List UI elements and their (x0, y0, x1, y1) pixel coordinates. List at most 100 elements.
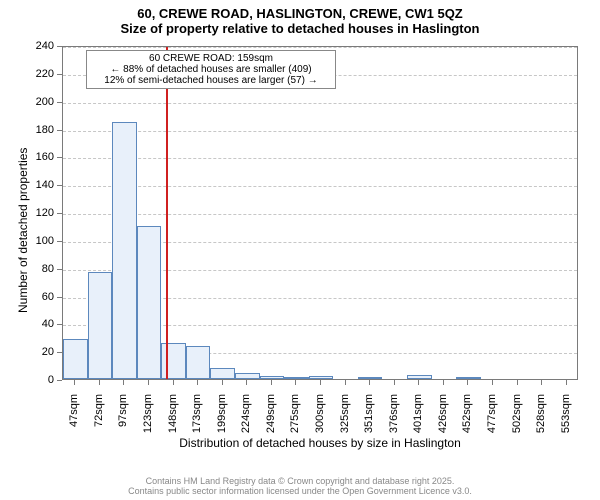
y-tick-mark (57, 46, 62, 47)
annotation-box: 60 CREWE ROAD: 159sqm ← 88% of detached … (86, 50, 336, 89)
x-tick-label: 401sqm (412, 394, 424, 444)
chart-container: 60, CREWE ROAD, HASLINGTON, CREWE, CW1 5… (0, 0, 600, 500)
y-tick-mark (57, 269, 62, 270)
x-tick-mark (74, 380, 75, 385)
y-tick-label: 140 (26, 179, 54, 191)
x-tick-mark (443, 380, 444, 385)
x-tick-label: 452sqm (461, 394, 473, 444)
y-tick-label: 180 (26, 124, 54, 136)
x-tick-label: 351sqm (363, 394, 375, 444)
y-tick-mark (57, 297, 62, 298)
y-tick-mark (57, 157, 62, 158)
x-tick-mark (173, 380, 174, 385)
y-tick-mark (57, 324, 62, 325)
histogram-bar (358, 377, 383, 379)
x-tick-label: 249sqm (265, 394, 277, 444)
title-line-1: 60, CREWE ROAD, HASLINGTON, CREWE, CW1 5… (0, 6, 600, 21)
x-tick-label: 325sqm (339, 394, 351, 444)
histogram-bar (186, 346, 211, 379)
grid-line (63, 186, 577, 187)
annotation-line-2: ← 88% of detached houses are smaller (40… (91, 64, 331, 75)
x-tick-mark (394, 380, 395, 385)
histogram-bar (63, 339, 88, 379)
histogram-bar (137, 226, 162, 379)
plot-area (62, 46, 578, 380)
x-tick-mark (369, 380, 370, 385)
histogram-bar (407, 375, 432, 379)
y-tick-label: 160 (26, 151, 54, 163)
title-block: 60, CREWE ROAD, HASLINGTON, CREWE, CW1 5… (0, 0, 600, 36)
y-tick-label: 60 (26, 291, 54, 303)
histogram-bar (88, 272, 113, 379)
histogram-bar (210, 368, 235, 379)
y-tick-mark (57, 74, 62, 75)
y-tick-label: 100 (26, 235, 54, 247)
y-tick-label: 20 (26, 346, 54, 358)
grid-line (63, 103, 577, 104)
x-tick-mark (295, 380, 296, 385)
x-tick-mark (418, 380, 419, 385)
histogram-bar (284, 377, 309, 379)
y-tick-mark (57, 185, 62, 186)
reference-line (166, 47, 168, 379)
annotation-line-3: 12% of semi-detached houses are larger (… (91, 75, 331, 86)
x-tick-label: 97sqm (117, 394, 129, 444)
histogram-bar (235, 373, 260, 379)
x-tick-label: 553sqm (560, 394, 572, 444)
x-tick-label: 199sqm (216, 394, 228, 444)
footer-line-1: Contains HM Land Registry data © Crown c… (0, 476, 600, 486)
x-tick-mark (492, 380, 493, 385)
x-tick-label: 123sqm (142, 394, 154, 444)
footer-line-2: Contains public sector information licen… (0, 486, 600, 496)
histogram-bar (112, 122, 137, 379)
x-tick-mark (246, 380, 247, 385)
histogram-bar (260, 376, 285, 379)
histogram-bar (161, 343, 186, 379)
y-tick-label: 220 (26, 68, 54, 80)
grid-line (63, 47, 577, 48)
y-tick-mark (57, 380, 62, 381)
x-tick-label: 300sqm (314, 394, 326, 444)
histogram-bar (309, 376, 334, 379)
footer: Contains HM Land Registry data © Crown c… (0, 476, 600, 496)
x-tick-label: 477sqm (486, 394, 498, 444)
y-tick-label: 40 (26, 318, 54, 330)
x-tick-label: 173sqm (191, 394, 203, 444)
x-tick-label: 224sqm (240, 394, 252, 444)
y-tick-label: 80 (26, 263, 54, 275)
x-tick-mark (148, 380, 149, 385)
x-tick-label: 148sqm (167, 394, 179, 444)
x-tick-label: 426sqm (437, 394, 449, 444)
x-tick-mark (123, 380, 124, 385)
y-tick-mark (57, 352, 62, 353)
annotation-line-1: 60 CREWE ROAD: 159sqm (91, 53, 331, 64)
x-tick-label: 376sqm (388, 394, 400, 444)
y-tick-label: 0 (26, 374, 54, 386)
x-tick-mark (222, 380, 223, 385)
x-tick-label: 72sqm (93, 394, 105, 444)
grid-line (63, 131, 577, 132)
title-line-2: Size of property relative to detached ho… (0, 21, 600, 36)
x-tick-mark (271, 380, 272, 385)
y-tick-mark (57, 102, 62, 103)
y-tick-mark (57, 241, 62, 242)
y-tick-label: 200 (26, 96, 54, 108)
y-tick-mark (57, 213, 62, 214)
x-tick-mark (467, 380, 468, 385)
x-tick-label: 502sqm (511, 394, 523, 444)
x-tick-label: 47sqm (68, 394, 80, 444)
x-tick-label: 528sqm (535, 394, 547, 444)
x-tick-mark (541, 380, 542, 385)
y-tick-label: 120 (26, 207, 54, 219)
grid-line (63, 158, 577, 159)
x-tick-mark (99, 380, 100, 385)
histogram-bar (456, 377, 481, 379)
x-tick-mark (197, 380, 198, 385)
x-tick-mark (345, 380, 346, 385)
y-axis-label: Number of detached properties (16, 148, 30, 313)
x-tick-label: 275sqm (289, 394, 301, 444)
grid-line (63, 214, 577, 215)
y-tick-mark (57, 130, 62, 131)
y-tick-label: 240 (26, 40, 54, 52)
x-tick-mark (566, 380, 567, 385)
